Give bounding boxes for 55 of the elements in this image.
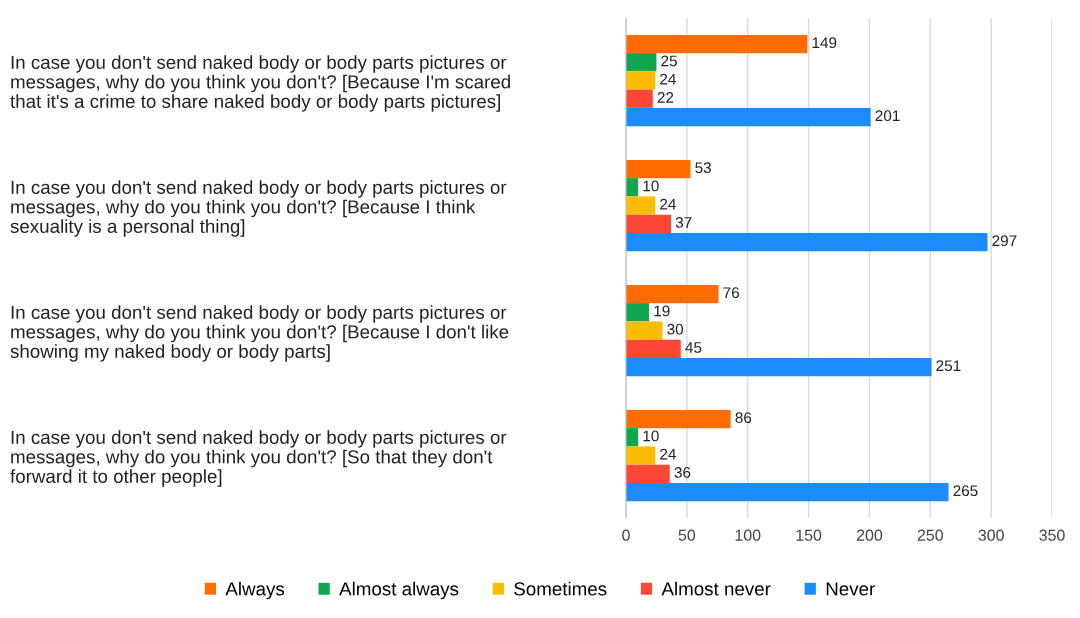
bar bbox=[626, 53, 657, 72]
bar bbox=[626, 482, 949, 502]
y-tick-label: In case you don't send naked body or body parts pictures or messages, why do you think you don't? [So that they don't forward it to other people] bbox=[10, 430, 507, 487]
bar bbox=[626, 303, 650, 322]
x-tick-label: 150 bbox=[796, 529, 822, 541]
bar bbox=[626, 71, 656, 90]
bar bbox=[626, 357, 932, 377]
data-label: 149 bbox=[812, 37, 837, 49]
data-label: 251 bbox=[936, 360, 961, 372]
bar bbox=[626, 284, 719, 304]
data-label: 30 bbox=[667, 323, 684, 335]
bar bbox=[626, 196, 656, 215]
bar bbox=[626, 321, 663, 340]
x-tick-label: 350 bbox=[1039, 529, 1065, 541]
data-label: 37 bbox=[675, 217, 692, 228]
data-label: 22 bbox=[657, 92, 674, 103]
bar bbox=[626, 339, 681, 358]
x-tick-label: 300 bbox=[978, 529, 1004, 541]
bar bbox=[626, 107, 871, 127]
y-tick-label: In case you don't send naked body or body parts pictures or messages, why do you think you don't? [Because I don't like showing my naked body or body parts] bbox=[10, 305, 509, 362]
bar bbox=[626, 232, 988, 252]
y-tick-label: In case you don't send naked body or body parts pictures or messages, why do you think you don't? [Because I think sexuality is a personal thing] bbox=[10, 180, 507, 237]
data-label: 19 bbox=[654, 305, 670, 317]
data-label: 10 bbox=[643, 180, 659, 192]
legend-label: Sometimes bbox=[514, 581, 607, 596]
data-label: 53 bbox=[695, 162, 711, 174]
data-label: 76 bbox=[723, 287, 739, 299]
bar bbox=[626, 214, 672, 233]
data-label: 297 bbox=[992, 235, 1017, 247]
data-label: 201 bbox=[875, 110, 900, 122]
data-label: 265 bbox=[953, 485, 978, 497]
data-label: 24 bbox=[660, 198, 676, 210]
data-label: 24 bbox=[660, 73, 676, 85]
bar bbox=[626, 89, 653, 108]
legend-label: Never bbox=[826, 582, 875, 596]
data-label: 86 bbox=[735, 412, 752, 424]
bar bbox=[626, 159, 691, 179]
legend-label: Always bbox=[225, 581, 285, 600]
data-label: 10 bbox=[643, 430, 659, 442]
bar bbox=[626, 446, 656, 465]
bar bbox=[626, 34, 808, 54]
data-label: 45 bbox=[685, 342, 702, 353]
data-label: 25 bbox=[661, 55, 677, 67]
legend-label: Almost always bbox=[339, 581, 459, 600]
data-label: 24 bbox=[660, 448, 676, 460]
x-tick-label: 50 bbox=[678, 529, 696, 541]
x-tick-label: 200 bbox=[856, 529, 883, 541]
bar bbox=[626, 464, 670, 483]
y-tick-label: In case you don't send naked body or body parts pictures or messages, why do you think you don't? [Because I'm scared that it's a crime to share naked body or body parts pictures] bbox=[10, 55, 510, 112]
x-tick-label: 250 bbox=[917, 529, 943, 541]
legend-label: Almost never bbox=[661, 581, 771, 596]
x-tick-label: 0 bbox=[622, 529, 630, 541]
bar bbox=[626, 409, 731, 429]
data-label: 36 bbox=[674, 467, 691, 478]
x-tick-label: 100 bbox=[735, 529, 761, 541]
